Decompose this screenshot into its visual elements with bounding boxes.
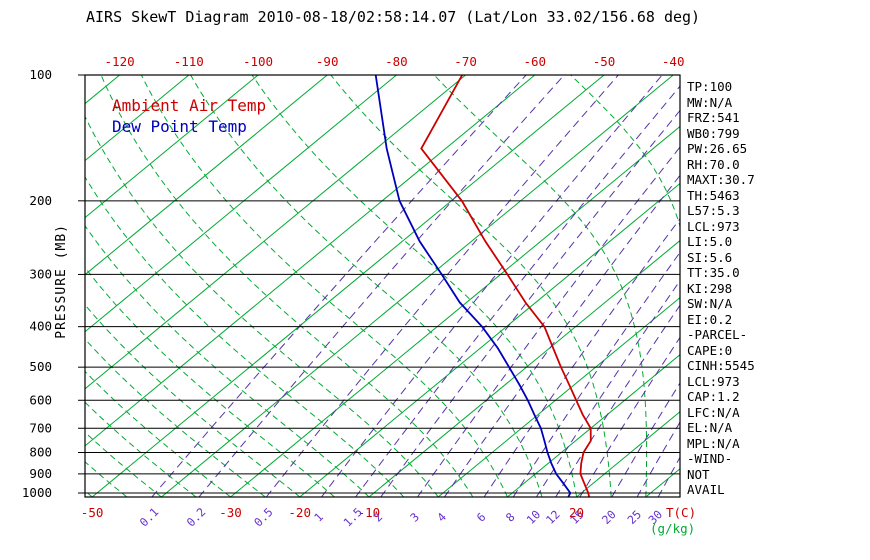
svg-text:100: 100 [29, 67, 52, 82]
stats-line: -WIND- [687, 451, 733, 466]
stats-line: TT:35.0 [687, 265, 740, 280]
svg-text:-120: -120 [105, 54, 135, 69]
top-axis-labels: -120 -110 -100 -90 -80 -70 -60 -50 -40 [105, 54, 685, 69]
svg-text:4: 4 [434, 510, 449, 525]
stats-line: L57:5.3 [687, 203, 740, 218]
dew-point-curve [374, 75, 572, 497]
svg-text:900: 900 [29, 466, 52, 481]
plot-border [84, 74, 681, 498]
svg-text:300: 300 [29, 266, 52, 281]
stats-line: MW:N/A [687, 94, 733, 110]
svg-text:-110: -110 [174, 54, 204, 69]
stats-line: PW:26.65 [687, 141, 748, 156]
ambient-temp-curve [420, 75, 592, 497]
stats-line: FRZ:541 [687, 110, 740, 125]
svg-text:1: 1 [311, 510, 326, 525]
stats-line: KI:298 [687, 280, 733, 296]
svg-text:-90: -90 [316, 54, 339, 69]
stats-line: LCL:973 [687, 218, 740, 234]
svg-text:-80: -80 [385, 54, 408, 69]
mixing-unit-label: (g/kg) [650, 521, 696, 536]
temp-unit-label: T(C) [666, 505, 697, 520]
pressure-axis-label: PRESSURE (MB) [54, 224, 69, 339]
stats-line: WB0:799 [687, 125, 740, 141]
svg-text:10: 10 [524, 507, 544, 527]
bottom-axis-labels: -50 -30 -20 -10 20 [81, 505, 584, 520]
chart-title: AIRS SkewT Diagram 2010-08-18/02:58:14.0… [86, 8, 701, 26]
pressure-tick-labels: 100 200 300 400 500 600 700 800 900 1000 [22, 67, 52, 500]
svg-text:700: 700 [29, 420, 52, 435]
svg-text:0.2: 0.2 [184, 505, 209, 530]
stats-line: -PARCEL- [687, 327, 748, 342]
stats-line: RH:70.0 [687, 156, 740, 172]
svg-text:600: 600 [29, 392, 52, 407]
svg-text:800: 800 [29, 445, 52, 460]
stats-line: LFC:N/A [687, 404, 740, 420]
svg-text:0.5: 0.5 [251, 505, 276, 530]
svg-text:-10: -10 [358, 505, 381, 520]
svg-text:-60: -60 [524, 54, 547, 69]
svg-text:0.1: 0.1 [137, 505, 162, 530]
sounding-curves [374, 75, 592, 497]
svg-text:20: 20 [569, 505, 584, 520]
stats-line: AVAIL [687, 482, 725, 497]
svg-text:-30: -30 [219, 505, 242, 520]
svg-text:20: 20 [599, 507, 619, 527]
mixing-ratio-lines [151, 75, 680, 497]
svg-text:3: 3 [407, 510, 422, 525]
stats-line: CAPE:0 [687, 342, 733, 358]
isotherm-lines [85, 75, 680, 497]
svg-text:-40: -40 [662, 54, 685, 69]
svg-text:500: 500 [29, 359, 52, 374]
plot-background-lines [85, 75, 680, 497]
svg-text:-70: -70 [454, 54, 477, 69]
svg-text:1000: 1000 [22, 485, 52, 500]
svg-text:25: 25 [624, 507, 644, 527]
svg-text:-100: -100 [243, 54, 273, 69]
legend-ambient-temp: Ambient Air Temp [112, 96, 267, 115]
svg-text:-50: -50 [81, 505, 104, 520]
stats-line: CAP:1.2 [687, 389, 740, 404]
svg-text:-50: -50 [593, 54, 616, 69]
svg-text:-20: -20 [288, 505, 311, 520]
svg-text:8: 8 [503, 510, 518, 525]
svg-text:400: 400 [29, 319, 52, 334]
stats-line: CINH:5545 [687, 358, 755, 373]
svg-text:200: 200 [29, 193, 52, 208]
stats-line: LI:5.0 [687, 234, 733, 249]
stats-line: LCL:973 [687, 373, 740, 389]
mixing-ratio-labels: 0.1 0.2 0.5 1 1.5 2 3 4 6 8 10 12 15 20 25 30 [137, 505, 665, 530]
svg-text:12: 12 [543, 507, 563, 527]
stats-line: SI:5.6 [687, 249, 733, 265]
stats-line: MAXT:30.7 [687, 172, 755, 187]
stats-line: EI:0.2 [687, 311, 733, 327]
stats-line: NOT [687, 466, 710, 482]
stats-line: TP:100 [687, 79, 733, 94]
svg-text:6: 6 [474, 510, 489, 525]
stats-line: MPL:N/A [687, 435, 740, 451]
stats-line: EL:N/A [687, 420, 733, 435]
stats-line: SW:N/A [687, 296, 733, 311]
pressure-lines [78, 74, 680, 494]
stats-line: TH:5463 [687, 187, 740, 203]
legend-dew-point: Dew Point Temp [112, 117, 247, 136]
stats-panel: TP:100 MW:N/A FRZ:541 WB0:799 PW:26.65 RH:70.… [687, 79, 755, 498]
